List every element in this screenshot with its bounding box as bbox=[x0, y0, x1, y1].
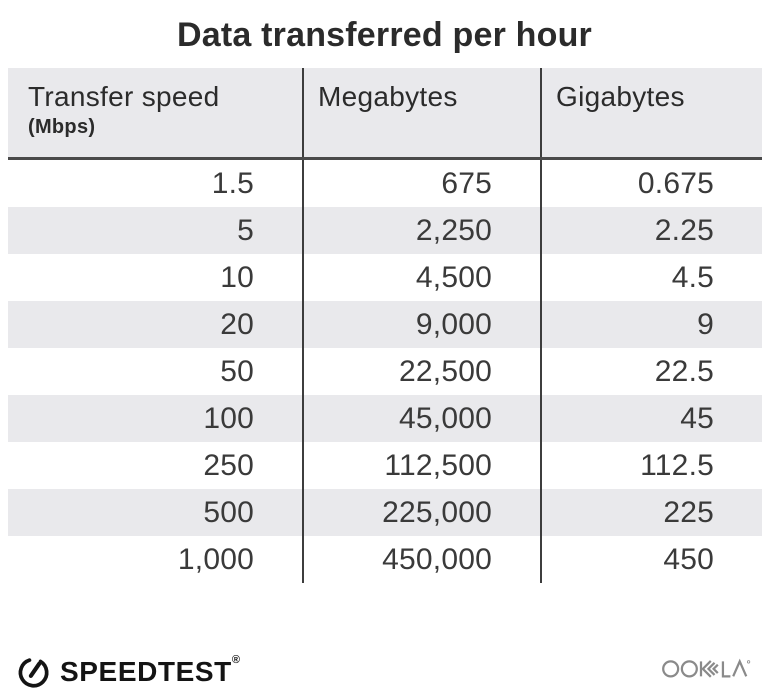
cell-megabytes: 225,000 bbox=[304, 489, 542, 536]
cell-gigabytes: 112.5 bbox=[640, 449, 714, 482]
cell-transfer-speed: 20 bbox=[8, 301, 304, 348]
header-label-transfer-speed: Transfer speed bbox=[28, 81, 220, 112]
header-cell-gigabytes: Gigabytes bbox=[542, 68, 762, 157]
table-row: 20 9,000 9 bbox=[8, 301, 762, 348]
header-sublabel-mbps: (Mbps) bbox=[28, 116, 96, 138]
cell-transfer-speed: 5 bbox=[8, 207, 304, 254]
cell-megabytes: 45,000 bbox=[304, 395, 542, 442]
speedtest-text: SPEEDTEST bbox=[60, 655, 232, 687]
table-body: 1.5 675 0.675 5 2,250 2.25 10 4,500 4.5 … bbox=[8, 160, 762, 583]
page-title: Data transferred per hour bbox=[177, 16, 592, 54]
table-row: 100 45,000 45 bbox=[8, 395, 762, 442]
cell-gigabytes: 450 bbox=[663, 543, 714, 576]
cell-transfer-speed: 1.5 bbox=[8, 160, 304, 207]
ookla-logo bbox=[661, 653, 755, 686]
cell-transfer-speed: 100 bbox=[8, 395, 304, 442]
ookla-wordmark-icon bbox=[662, 658, 751, 678]
cell-gigabytes: 22.5 bbox=[654, 355, 714, 388]
speedometer-icon bbox=[18, 658, 49, 688]
header-label-gigabytes: Gigabytes bbox=[556, 81, 685, 112]
header-label-megabytes: Megabytes bbox=[318, 81, 458, 112]
table-row: 500 225,000 225 bbox=[8, 489, 762, 536]
cell-megabytes: 675 bbox=[304, 160, 542, 207]
table-row: 1.5 675 0.675 bbox=[8, 160, 762, 207]
cell-transfer-speed: 1,000 bbox=[8, 536, 304, 583]
cell-gigabytes: 0.675 bbox=[637, 167, 714, 200]
cell-megabytes: 22,500 bbox=[304, 348, 542, 395]
speedtest-wordmark: SPEEDTEST® bbox=[60, 653, 241, 688]
cell-gigabytes: 2.25 bbox=[654, 214, 714, 247]
header-cell-megabytes: Megabytes bbox=[304, 68, 542, 157]
cell-gigabytes: 45 bbox=[680, 402, 714, 435]
cell-transfer-speed: 50 bbox=[8, 348, 304, 395]
cell-gigabytes: 9 bbox=[697, 308, 714, 341]
table-row: 250 112,500 112.5 bbox=[8, 442, 762, 489]
table-row: 1,000 450,000 450 bbox=[8, 536, 762, 583]
header-cell-transfer-speed: Transfer speed (Mbps) bbox=[8, 68, 304, 157]
cell-transfer-speed: 500 bbox=[8, 489, 304, 536]
data-table: Transfer speed (Mbps) Megabytes Gigabyte… bbox=[8, 68, 762, 583]
table-row: 10 4,500 4.5 bbox=[8, 254, 762, 301]
cell-megabytes: 4,500 bbox=[304, 254, 542, 301]
speedtest-logo: SPEEDTEST® bbox=[16, 654, 241, 689]
table-row: 50 22,500 22.5 bbox=[8, 348, 762, 395]
table-header-row: Transfer speed (Mbps) Megabytes Gigabyte… bbox=[8, 68, 762, 160]
cell-megabytes: 9,000 bbox=[304, 301, 542, 348]
registered-trademark-icon: ® bbox=[231, 653, 241, 666]
cell-megabytes: 112,500 bbox=[304, 442, 542, 489]
cell-transfer-speed: 10 bbox=[8, 254, 304, 301]
cell-transfer-speed: 250 bbox=[8, 442, 304, 489]
cell-megabytes: 2,250 bbox=[304, 207, 542, 254]
table-row: 5 2,250 2.25 bbox=[8, 207, 762, 254]
cell-gigabytes: 225 bbox=[663, 496, 714, 529]
cell-megabytes: 450,000 bbox=[304, 536, 542, 583]
cell-gigabytes: 4.5 bbox=[671, 261, 714, 294]
